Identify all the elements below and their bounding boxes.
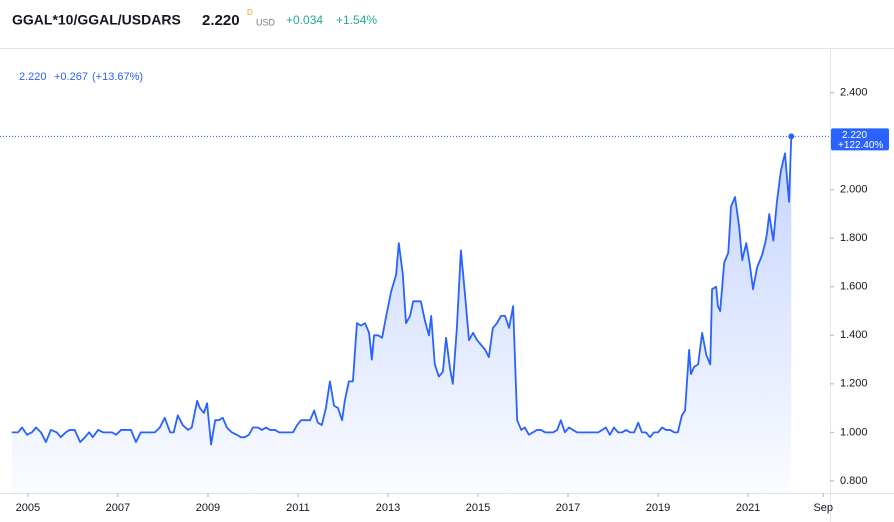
change: +0.034 [286, 13, 323, 27]
price: 2.220 [202, 12, 240, 29]
legend-change: +0.267 [54, 71, 88, 83]
y-tick-label: 1.600 [840, 281, 868, 293]
legend-value: 2.220 [19, 71, 47, 83]
x-tick-label: Sep [813, 502, 833, 514]
x-tick-label: 2017 [556, 502, 580, 514]
change-percent: +1.54% [336, 13, 377, 27]
y-tick-label: 1.200 [840, 378, 868, 390]
price-flag: D [247, 8, 253, 17]
y-tick-label: 0.800 [840, 475, 868, 487]
x-tick-label: 2019 [646, 502, 670, 514]
area-fill [11, 136, 792, 493]
y-tick-label: 2.400 [840, 87, 868, 99]
x-tick-label: 2009 [196, 502, 220, 514]
y-tick-label: 1.000 [840, 426, 868, 438]
price-line [11, 136, 793, 446]
x-tick-label: 2005 [16, 502, 40, 514]
x-tick-label: 2021 [736, 502, 760, 514]
x-tick-label: 2015 [466, 502, 490, 514]
currency: USD [256, 17, 276, 27]
symbol: GGAL*10/GGAL/USDARS [12, 12, 181, 28]
legend-change-percent: (+13.67%) [92, 71, 143, 83]
x-tick-label: 2011 [286, 502, 310, 514]
plot-area: 0.8001.0001.2001.4001.6001.8002.0002.200… [0, 87, 889, 514]
y-tick-label: 1.400 [840, 329, 868, 341]
y-tick-label: 2.000 [840, 184, 868, 196]
y-tick-label: 1.800 [840, 232, 868, 244]
last-point [788, 133, 795, 140]
price-label-box [831, 128, 889, 151]
price-label-change: +122.40% [838, 140, 883, 151]
price-label-value: 2.220 [842, 130, 867, 141]
x-tick-label: 2013 [376, 502, 400, 514]
x-tick-label: 2007 [106, 502, 130, 514]
